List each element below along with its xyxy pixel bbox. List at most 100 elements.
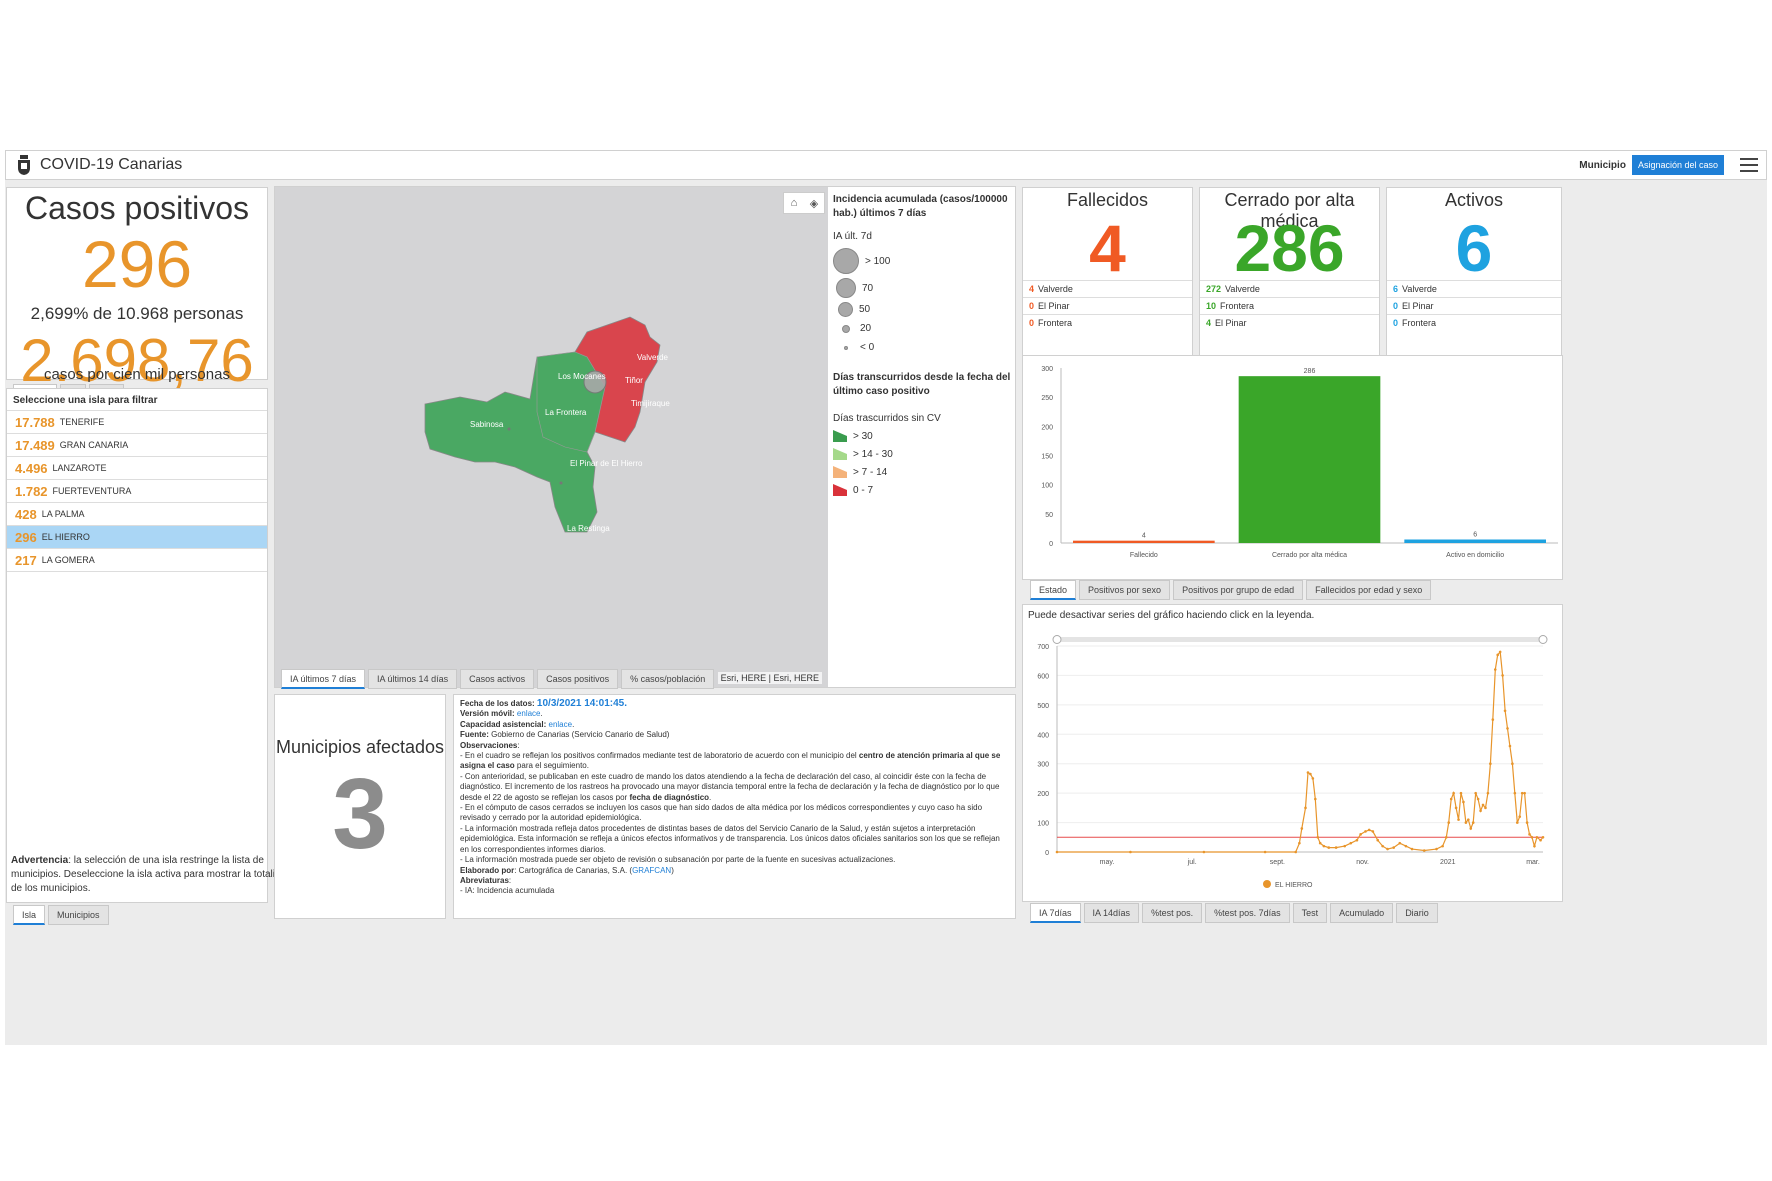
series-point (1309, 772, 1312, 776)
series-point (1334, 846, 1338, 849)
tab-casos-positivos[interactable]: Casos positivos (537, 669, 619, 689)
tab-line-testpos7[interactable]: %test pos. 7días (1205, 903, 1290, 923)
map-label-sabinosa: Sabinosa (470, 420, 504, 429)
tab-line-ia7[interactable]: IA 7días (1030, 903, 1081, 923)
cases-rate-label: casos por cien mil personas (44, 366, 230, 383)
legend-class-row: > 7 - 14 (833, 466, 1013, 478)
tab-line-diario[interactable]: Diario (1396, 903, 1438, 923)
series-point (1518, 815, 1522, 818)
bar-data-label: 4 (1142, 533, 1146, 540)
assignment-button[interactable]: Asignación del caso (1631, 155, 1724, 175)
island-item[interactable]: 217 LA GOMERA (7, 549, 267, 572)
mobile-link[interactable]: enlace (516, 709, 541, 719)
island-count: 296 (15, 529, 37, 545)
series-point (1462, 800, 1465, 804)
island-item[interactable]: 1.782 FUERTEVENTURA (7, 480, 267, 503)
tab-positivos-sexo[interactable]: Positivos por sexo (1079, 580, 1171, 600)
series-point (1535, 835, 1539, 839)
island-item[interactable]: 296 EL HIERRO (7, 526, 267, 549)
series-point (1525, 821, 1529, 824)
tab-pct-poblacion[interactable]: % casos/población (621, 669, 715, 689)
series-point (1263, 850, 1267, 854)
legend-swatch (833, 466, 847, 478)
map-attribution: Esri, HERE | Esri, HERE (717, 672, 822, 684)
tab-casos-activos[interactable]: Casos activos (460, 669, 535, 689)
series-point (1457, 818, 1460, 821)
tab-line-ia14[interactable]: IA 14días (1083, 903, 1140, 923)
series-point (1376, 838, 1380, 842)
map-view[interactable]: Valverde Los Mocanes Tiñor Timijiraque L… (275, 187, 828, 687)
grafcan-link[interactable]: GRAFCAN (632, 865, 672, 875)
island-item[interactable]: 4.496 LANZAROTE (7, 457, 267, 480)
series-point (1523, 791, 1526, 795)
menu-icon[interactable] (1740, 158, 1758, 172)
line-y-tick: 0 (1045, 850, 1049, 857)
legend-swatch (833, 430, 847, 442)
series-point (1381, 844, 1384, 848)
series-point (1530, 835, 1534, 839)
tab-isla[interactable]: Isla (13, 905, 46, 925)
bar-y-tick: 150 (1041, 454, 1053, 461)
tab-ia-14d[interactable]: IA últimos 14 días (368, 669, 458, 689)
series-point (1449, 797, 1453, 801)
municipios-title: Municipios afectados (275, 737, 445, 757)
series-point (1343, 844, 1346, 848)
legend-size-row: 50 (833, 302, 1013, 317)
island-name: EL HIERRO (41, 532, 90, 542)
series-point (1435, 847, 1438, 851)
island-name: LA PALMA (41, 509, 85, 519)
tab-line-test[interactable]: Test (1292, 903, 1328, 923)
map-label-frontera: La Frontera (545, 408, 587, 417)
series-point (1444, 835, 1448, 839)
tab-line-testpos[interactable]: %test pos. (1142, 903, 1203, 923)
cases-panel: Casos positivos 296 2,699% de 10.968 per… (6, 187, 268, 394)
bar-y-tick: 200 (1041, 424, 1053, 431)
warning-label: Advertencia (11, 855, 69, 866)
tab-positivos-edad[interactable]: Positivos por grupo de edad (1173, 580, 1304, 600)
series-point (1501, 674, 1504, 677)
legend-size-label: IA últ. 7d (833, 231, 872, 242)
map-tools: ⌂ ◈ (783, 192, 825, 214)
line-y-tick: 400 (1037, 732, 1049, 739)
legend-size-row: > 100 (833, 248, 1013, 274)
series-point (1486, 791, 1490, 795)
series-point (1441, 844, 1444, 848)
tab-line-acumulado[interactable]: Acumulado (1330, 903, 1394, 923)
legend-swatch (833, 484, 847, 496)
layers-icon[interactable]: ◈ (809, 197, 819, 210)
bar-chart: 0 50 100 150 200 250 300 4 Fallecido 286 Cerrado p… (1041, 366, 1558, 559)
series-point (1327, 846, 1331, 849)
bar (1073, 540, 1215, 543)
island-name: LANZAROTE (52, 463, 107, 473)
series-point (1202, 850, 1206, 854)
island-panel: Seleccione una isla para filtrar 17.788 T… (6, 388, 292, 903)
tab-municipios[interactable]: Municipios (48, 905, 109, 925)
kpi-row: 4 Valverde (1023, 280, 1192, 297)
tab-ia-7d[interactable]: IA últimos 7 días (281, 669, 366, 689)
map-label-restinga: La Restinga (567, 524, 610, 533)
tab-fallecidos-edad-sexo[interactable]: Fallecidos por edad y sexo (1306, 580, 1432, 600)
island-item[interactable]: 17.489 GRAN CANARIA (7, 434, 267, 457)
series-point (1520, 791, 1524, 795)
filter-label: Municipio (1579, 159, 1626, 171)
series-point (1452, 791, 1455, 795)
island-map[interactable]: Valverde Los Mocanes Tiñor Timijiraque L… (275, 187, 828, 687)
series-point (1314, 797, 1317, 801)
kpi-title: Fallecidos (1066, 190, 1149, 210)
series-point (1467, 818, 1470, 821)
island-count: 217 (15, 552, 37, 568)
home-icon[interactable]: ⌂ (790, 197, 798, 209)
map-panel: Valverde Los Mocanes Tiñor Timijiraque L… (274, 186, 1016, 688)
series-point (1493, 668, 1497, 671)
island-item[interactable]: 17.788 TENERIFE (7, 411, 267, 434)
tab-estado[interactable]: Estado (1030, 580, 1077, 600)
series-point (1422, 849, 1426, 852)
legend-class-row: > 30 (833, 430, 1013, 442)
line-y-tick: 200 (1037, 791, 1049, 798)
island-item[interactable]: 428 LA PALMA (7, 503, 267, 526)
line-x-tick: jul. (1187, 859, 1197, 866)
bar-x-tick: Fallecido (1130, 552, 1158, 559)
capacity-link[interactable]: enlace (548, 719, 573, 729)
series-point (1469, 827, 1473, 830)
kpi-row: 10 Frontera (1200, 297, 1379, 314)
